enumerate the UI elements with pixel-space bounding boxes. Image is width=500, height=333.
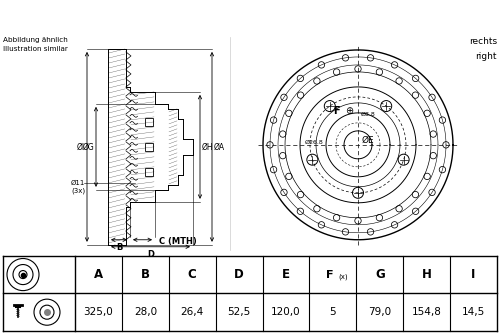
Text: D: D <box>147 250 154 259</box>
Text: I: I <box>472 268 476 281</box>
Text: E: E <box>282 268 290 281</box>
Text: H: H <box>422 268 432 281</box>
Text: rechts
right: rechts right <box>469 37 497 61</box>
Text: 428207: 428207 <box>316 7 404 28</box>
Text: F: F <box>326 269 334 280</box>
Text: C: C <box>188 268 196 281</box>
Text: ØE: ØE <box>362 135 374 145</box>
Text: Abbildung ähnlich
Illustration similar: Abbildung ähnlich Illustration similar <box>3 37 68 52</box>
Text: B: B <box>116 243 122 252</box>
Text: 120,0: 120,0 <box>271 307 301 317</box>
Text: 28,0: 28,0 <box>134 307 157 317</box>
Text: 79,0: 79,0 <box>368 307 392 317</box>
Text: 24.0128-0207.2: 24.0128-0207.2 <box>98 7 282 28</box>
Text: 52,5: 52,5 <box>228 307 250 317</box>
Text: ØH: ØH <box>202 142 213 152</box>
Text: C (MTH): C (MTH) <box>159 237 197 246</box>
Text: 154,8: 154,8 <box>412 307 442 317</box>
Text: F: F <box>334 106 340 116</box>
Text: (x): (x) <box>338 273 347 280</box>
Text: ⊕: ⊕ <box>345 106 353 116</box>
Text: Ø8.8: Ø8.8 <box>361 112 376 118</box>
Bar <box>145 118 153 126</box>
Bar <box>145 143 153 151</box>
Text: ØI: ØI <box>77 142 85 152</box>
Text: A: A <box>94 268 103 281</box>
Text: ØG: ØG <box>82 142 94 152</box>
Text: 5: 5 <box>330 307 336 317</box>
Text: Ø26.8: Ø26.8 <box>304 140 323 146</box>
Bar <box>145 168 153 176</box>
Text: ØA: ØA <box>214 142 225 152</box>
Text: G: G <box>375 268 384 281</box>
Text: D: D <box>234 268 244 281</box>
Text: Ø11
(3x): Ø11 (3x) <box>71 180 85 194</box>
Text: 26,4: 26,4 <box>180 307 204 317</box>
Text: 325,0: 325,0 <box>84 307 114 317</box>
Text: 14,5: 14,5 <box>462 307 485 317</box>
Text: B: B <box>141 268 150 281</box>
